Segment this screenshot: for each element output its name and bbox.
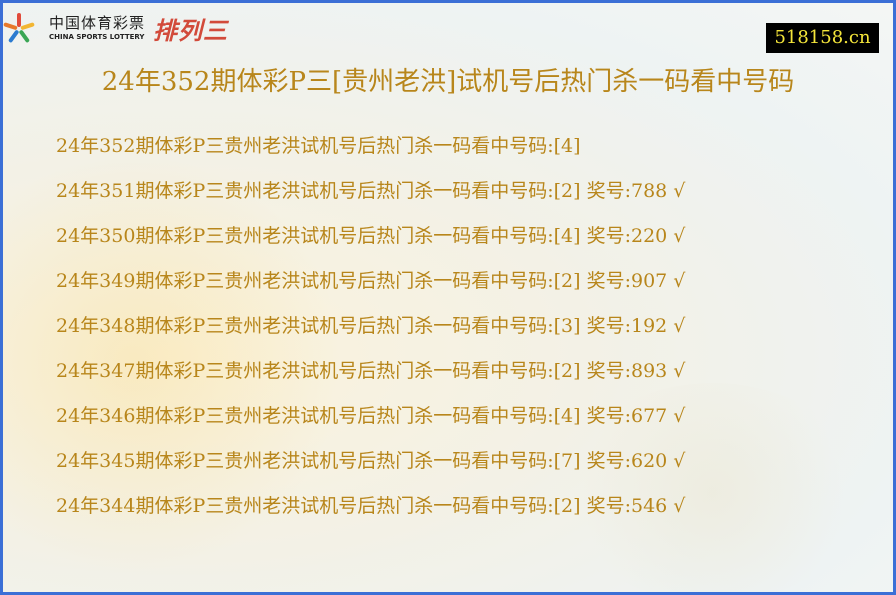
page-title: 24年352期体彩P三[贵州老洪]试机号后热门杀一码看中号码 [101, 67, 795, 97]
list-item: 24年351期体彩P三贵州老洪试机号后热门杀一码看中号码:[2] 奖号:788 … [56, 180, 686, 202]
list-item: 24年349期体彩P三贵州老洪试机号后热门杀一码看中号码:[2] 奖号:907 … [56, 270, 686, 292]
logo-en-text: CHINA SPORTS LOTTERY [49, 33, 145, 41]
list-item: 24年350期体彩P三贵州老洪试机号后热门杀一码看中号码:[4] 奖号:220 … [56, 225, 686, 247]
background-decoration [563, 383, 863, 592]
list-item: 24年348期体彩P三贵州老洪试机号后热门杀一码看中号码:[3] 奖号:192 … [56, 315, 686, 337]
list-item: 24年347期体彩P三贵州老洪试机号后热门杀一码看中号码:[2] 奖号:893 … [56, 360, 686, 382]
list-item: 24年352期体彩P三贵州老洪试机号后热门杀一码看中号码:[4] [56, 135, 581, 157]
list-item: 24年345期体彩P三贵州老洪试机号后热门杀一码看中号码:[7] 奖号:620 … [56, 450, 686, 472]
lottery-logo: 中国体育彩票 CHINA SPORTS LOTTERY 排列三 [3, 11, 229, 46]
logo-cn-text: 中国体育彩票 [49, 14, 146, 32]
logo-game-text: 排列三 [153, 17, 229, 45]
list-item: 24年346期体彩P三贵州老洪试机号后热门杀一码看中号码:[4] 奖号:677 … [56, 405, 686, 427]
background-decoration [3, 153, 343, 573]
lottery-star-icon [3, 12, 45, 46]
prediction-list: 24年352期体彩P三贵州老洪试机号后热门杀一码看中号码:[4] 24年351期… [56, 131, 685, 536]
list-item: 24年344期体彩P三贵州老洪试机号后热门杀一码看中号码:[2] 奖号:546 … [56, 495, 686, 517]
site-badge: 518158.cn [766, 23, 879, 53]
